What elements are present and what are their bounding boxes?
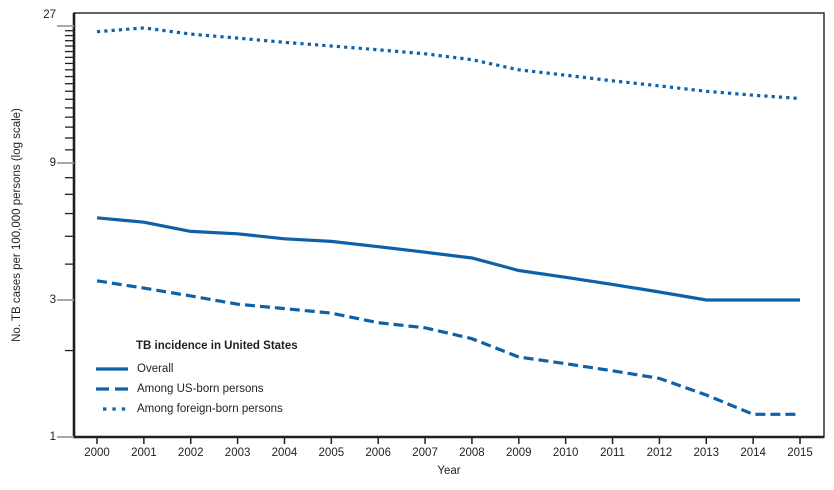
x-tick-label: 2012	[646, 447, 673, 459]
y-tick-label: 3	[49, 294, 56, 306]
x-tick-label: 2004	[271, 447, 298, 459]
y-tick-label: 1	[49, 431, 56, 443]
x-tick-label: 2007	[412, 447, 438, 459]
x-tick-label: 2006	[365, 447, 391, 459]
y-tick-label: 9	[49, 157, 56, 169]
x-tick-label: 2013	[693, 447, 720, 459]
series-line-dotted	[96, 26, 801, 101]
series-line-solid	[96, 216, 800, 302]
y-axis-title: No. TB cases per 100,000 persons (log sc…	[11, 108, 23, 342]
x-tick-label: 2011	[600, 447, 625, 459]
x-tick-label: 2003	[224, 447, 251, 459]
x-tick-label: 2000	[84, 447, 110, 459]
x-tick-label: 2009	[506, 447, 532, 459]
x-tick-label: 2005	[318, 447, 345, 459]
x-tick-label: 2001	[131, 447, 157, 459]
x-tick-label: 2010	[552, 447, 579, 459]
x-tick-label: 2008	[459, 447, 485, 459]
series-line-dashed	[96, 279, 800, 416]
plot-frame	[73, 12, 825, 438]
y-tick-label: 27	[43, 9, 56, 21]
x-tick-label: 2002	[177, 447, 204, 459]
x-axis-title: Year	[437, 465, 461, 477]
x-tick-label: 2014	[740, 447, 766, 459]
x-tick-label: 2015	[787, 447, 813, 459]
